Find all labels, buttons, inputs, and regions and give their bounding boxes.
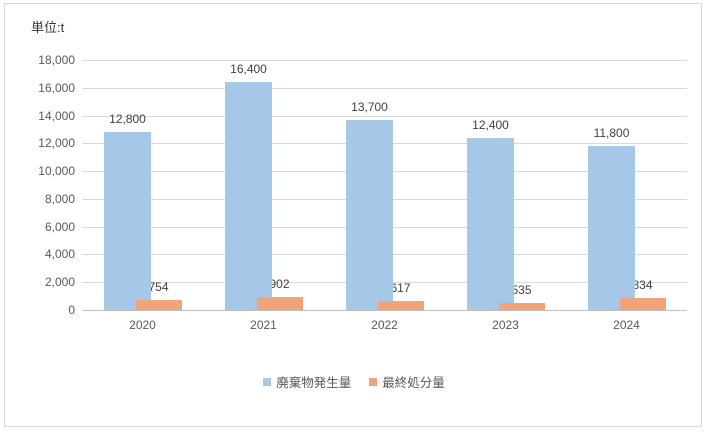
bar-廃棄物発生量-2021[interactable] [225, 82, 272, 310]
y-axis-label-8,000: 8,000 [44, 191, 75, 206]
y-axis-label-6,000: 6,000 [44, 219, 75, 234]
data-label-最終処分量-2024: 834 [632, 278, 653, 293]
y-axis-label-0: 0 [68, 303, 75, 317]
data-label-最終処分量-2021: 902 [269, 277, 290, 292]
x-axis-label-2022: 2022 [371, 318, 398, 332]
bar-廃棄物発生量-2022[interactable] [346, 119, 393, 310]
bar-最終処分量-2022[interactable] [378, 301, 424, 310]
legend-label-final-disposal: 最終処分量 [382, 376, 445, 390]
data-label-廃棄物発生量-2023: 12,400 [472, 117, 509, 132]
unit-label: 単位:t [31, 20, 65, 35]
bar-廃棄物発生量-2023[interactable] [467, 137, 514, 310]
data-label-廃棄物発生量-2020: 12,800 [109, 112, 146, 127]
legend-swatch-blue-icon [263, 377, 272, 386]
legend: 廃棄物発生量 最終処分量 [0, 372, 708, 391]
bar-最終処分量-2021[interactable] [257, 297, 303, 310]
legend-item-final-disposal[interactable]: 最終処分量 [369, 372, 445, 391]
gridline-16,000 [82, 87, 687, 89]
bar-廃棄物発生量-2024[interactable] [588, 146, 635, 310]
y-axis-label-16,000: 16,000 [38, 80, 75, 95]
legend-label-waste-generated: 廃棄物発生量 [276, 376, 352, 390]
bar-廃棄物発生量-2020[interactable] [104, 132, 151, 310]
gridline-14,000 [82, 115, 687, 117]
y-axis-label-2,000: 2,000 [44, 275, 75, 290]
bar-最終処分量-2023[interactable] [499, 302, 545, 310]
data-label-最終処分量-2023: 535 [511, 282, 532, 297]
bar-最終処分量-2020[interactable] [136, 299, 182, 310]
legend-swatch-orange-icon [369, 377, 378, 386]
data-label-最終処分量-2020: 754 [148, 279, 169, 294]
data-label-廃棄物発生量-2022: 13,700 [351, 99, 388, 114]
y-axis-label-4,000: 4,000 [44, 247, 75, 262]
legend-item-waste-generated[interactable]: 廃棄物発生量 [263, 372, 351, 391]
data-label-最終処分量-2022: 617 [390, 281, 411, 296]
y-axis-label-14,000: 14,000 [38, 108, 75, 123]
x-axis-line [82, 310, 687, 311]
bar-最終処分量-2024[interactable] [620, 298, 666, 310]
x-axis-label-2024: 2024 [613, 318, 640, 332]
x-axis-label-2020: 2020 [129, 318, 156, 332]
data-label-廃棄物発生量-2021: 16,400 [230, 62, 267, 77]
y-axis-label-18,000: 18,000 [38, 53, 75, 67]
x-axis-label-2021: 2021 [250, 318, 277, 332]
y-axis-label-12,000: 12,000 [38, 136, 75, 151]
y-axis-label-10,000: 10,000 [38, 164, 75, 179]
x-axis-label-2023: 2023 [492, 318, 519, 332]
data-label-廃棄物発生量-2024: 11,800 [593, 126, 630, 141]
gridline-18,000 [82, 60, 687, 61]
